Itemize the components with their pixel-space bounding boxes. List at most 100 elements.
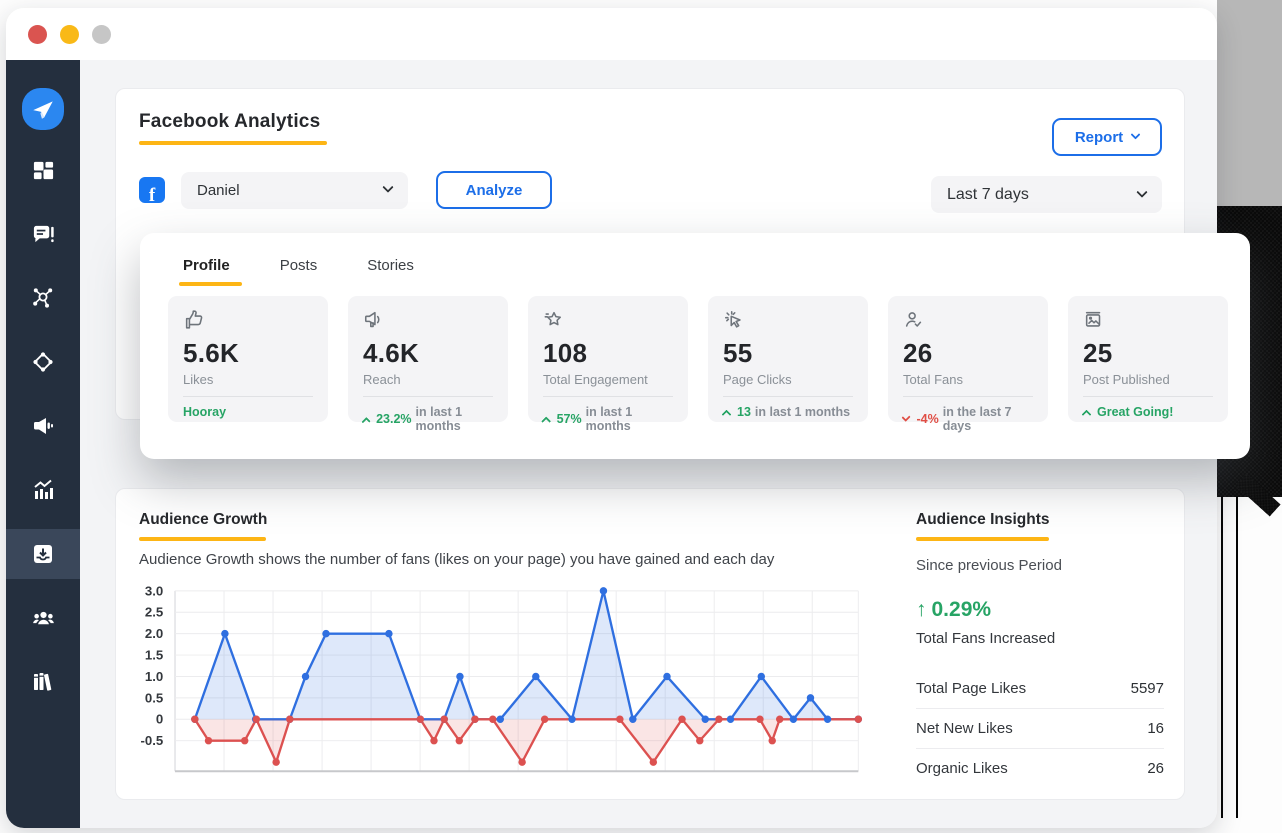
fans-increase-label: Total Fans Increased [916,630,1056,647]
chevron-down-icon [382,181,394,193]
paper-plane-icon [33,101,53,119]
megaphone-icon [34,418,53,434]
facebook-icon: f [139,177,165,203]
sidebar-item-promote[interactable] [6,394,80,458]
svg-text:2.5: 2.5 [145,605,163,620]
audience-insights-title: Audience Insights [916,511,1050,528]
comment-edit-icon [33,225,54,242]
maximize-window-button[interactable] [92,24,111,44]
sidebar-item-analytics[interactable] [6,458,80,522]
tab-stories[interactable]: Stories [367,257,414,284]
window-titlebar [6,8,1217,60]
fans-increase-delta: ↑ 0.29% [916,598,1164,622]
stat-value: 55 [723,338,753,368]
sidebar-item-dashboard[interactable] [6,138,80,202]
insight-row-label: Organic Likes [916,760,1008,777]
stat-value: 4.6K [363,338,420,368]
delta-strong: 23.2% [376,412,412,426]
page-title: Facebook Analytics [139,111,321,132]
sidebar-item-team[interactable] [6,586,80,650]
tab-profile[interactable]: Profile [179,257,242,286]
svg-text:-0.5: -0.5 [140,733,163,748]
vector-nodes-icon [33,352,53,372]
stat-card-engagement: 108 Total Engagement 57% in last 1 month… [528,296,688,433]
stat-card-post-published: 25 Post Published Great Going! [1068,296,1228,422]
sidebar-item-library[interactable] [6,650,80,714]
render-artifact-line [1236,496,1238,818]
profile-select[interactable]: Daniel [181,171,408,209]
stat-label: Total Engagement [543,372,648,387]
stat-value: 25 [1083,338,1113,368]
analyze-button[interactable]: Analyze [436,171,552,209]
date-range-select[interactable]: Last 7 days [931,176,1162,213]
audience-insights-panel: Audience Insights Since previous Period … [916,511,1164,788]
insight-row: Total Page Likes 5597 [916,669,1164,708]
insight-row: Net New Likes 16 [916,708,1164,748]
title-underline [916,537,1049,541]
stat-card-total-fans: 26 Total Fans -4% in the last 7 days [888,296,1048,433]
active-tab-underline [179,282,242,286]
stat-value: 108 [543,338,588,368]
delta-rest: in the last 7 days [942,405,1012,433]
user-check-icon [903,309,1033,332]
network-icon [33,288,53,308]
inbox-download-icon [34,545,52,563]
stat-label: Reach [363,372,401,387]
sidebar-item-inbox[interactable] [6,529,80,579]
profile-stats-panel: Profile Posts Stories 5.6K Likes [140,233,1250,459]
stat-value: 5.6K [183,338,240,368]
delta-rest: in last 1 months [415,405,463,433]
divider [363,396,493,397]
stat-delta: 23.2% in last 1 months [361,405,493,433]
app-logo[interactable] [22,88,64,130]
delta-strong: Great Going! [1097,405,1174,419]
title-underline [139,141,327,145]
area-chart: 3.0 2.5 2.0 1.5 1.0 0.5 0 -0.5 [140,583,863,773]
stat-label: Total Fans [903,372,963,387]
insight-row-label: Net New Likes [916,720,1013,737]
stat-delta: Hooray [183,405,313,419]
insight-row-value: 16 [1147,720,1164,737]
audience-growth-description: Audience Growth shows the number of fans… [139,551,775,568]
stat-label: Page Clicks [723,372,792,387]
report-button[interactable]: Report [1052,118,1162,156]
delta-strong: 13 [737,405,751,419]
audience-growth-chart: 3.0 2.5 2.0 1.5 1.0 0.5 0 -0.5 [126,582,874,789]
image-icon [1083,309,1213,332]
trend-caret-icon [361,416,371,426]
stat-label: Likes [183,372,214,387]
close-window-button[interactable] [28,24,47,44]
trend-caret-icon [1081,409,1092,419]
library-books-icon [34,673,52,691]
tab-posts[interactable]: Posts [280,257,318,284]
stat-delta: 57% in last 1 months [541,405,673,433]
stat-card-likes: 5.6K Likes Hooray [168,296,328,422]
sidebar [6,60,80,828]
thumbs-up-icon [183,309,313,332]
svg-text:3.0: 3.0 [145,583,163,598]
stat-cards-row: 5.6K Likes Hooray 4.6K Reach [140,296,1250,433]
minimize-window-button[interactable] [60,24,79,44]
analyze-button-label: Analyze [465,181,523,199]
report-button-label: Report [1074,128,1124,146]
trend-caret-icon [721,409,732,419]
delta-rest: in last 1 months [754,405,851,419]
sidebar-item-posts[interactable] [6,202,80,266]
insight-row-label: Total Page Likes [916,680,1027,697]
insight-row-value: 26 [1147,760,1164,777]
dashboard-icon [33,161,53,179]
megaphone-icon [363,309,493,332]
insight-row-value: 5597 [1130,680,1164,697]
fans-increase-value: 0.29% [931,598,992,621]
divider [1083,396,1213,397]
analytics-icon [34,479,53,499]
sidebar-item-automation[interactable] [6,330,80,394]
tabs: Profile Posts Stories [140,233,1250,286]
stat-delta: -4% in the last 7 days [901,405,1033,433]
sidebar-item-connect[interactable] [6,266,80,330]
stat-delta: 13 in last 1 months [721,405,853,419]
stat-card-page-clicks: 55 Page Clicks 13 in last 1 months [708,296,868,422]
delta-rest: in last 1 months [585,405,633,433]
trend-caret-icon [541,416,552,426]
